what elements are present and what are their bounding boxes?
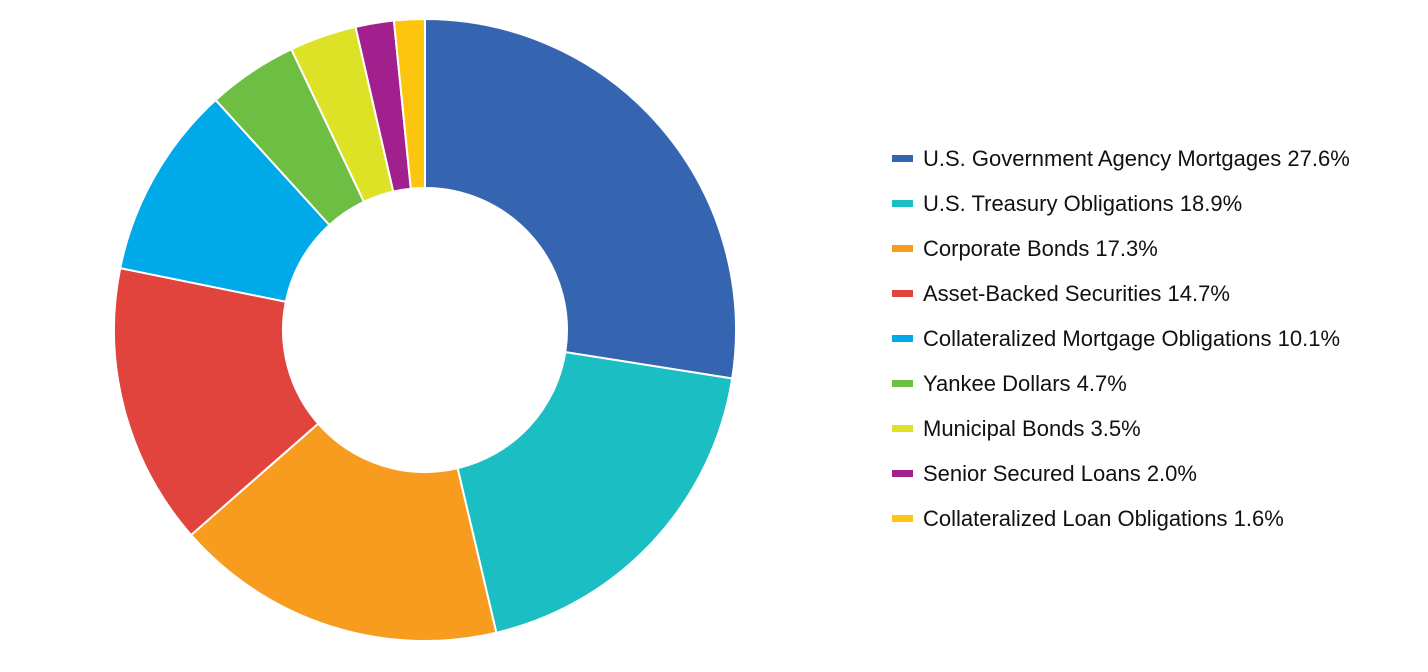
legend-item: Senior Secured Loans 2.0% — [892, 451, 1350, 496]
legend-label: U.S. Treasury Obligations 18.9% — [923, 190, 1243, 216]
legend-swatch — [892, 155, 913, 162]
legend-label: Corporate Bonds 17.3% — [923, 235, 1158, 261]
chart-legend: U.S. Government Agency Mortgages 27.6% U.… — [892, 136, 1350, 541]
legend-label: Asset-Backed Securities 14.7% — [923, 280, 1230, 306]
legend-label: Yankee Dollars 4.7% — [923, 370, 1127, 396]
donut-chart — [113, 17, 737, 642]
legend-swatch — [892, 380, 913, 387]
legend-label: Collateralized Mortgage Obligations 10.1… — [923, 325, 1341, 351]
donut-slice-1 — [456, 350, 734, 634]
legend-item: Corporate Bonds 17.3% — [892, 226, 1350, 271]
legend-swatch — [892, 515, 913, 522]
legend-swatch — [892, 245, 913, 252]
legend-item: Asset-Backed Securities 14.7% — [892, 271, 1350, 316]
legend-label: Municipal Bonds 3.5% — [923, 415, 1141, 441]
legend-swatch — [892, 200, 913, 207]
legend-item: Collateralized Loan Obligations 1.6% — [892, 496, 1350, 541]
legend-label: Senior Secured Loans 2.0% — [923, 460, 1197, 486]
legend-item: Collateralized Mortgage Obligations 10.1… — [892, 316, 1350, 361]
legend-item: Yankee Dollars 4.7% — [892, 361, 1350, 406]
donut-slice-3 — [113, 266, 320, 537]
legend-label: U.S. Government Agency Mortgages 27.6% — [923, 145, 1350, 171]
donut-slice-2 — [189, 422, 498, 642]
donut-slice-8 — [392, 17, 426, 190]
legend-swatch — [892, 335, 913, 342]
legend-swatch — [892, 425, 913, 432]
donut-slice-0 — [424, 17, 737, 380]
legend-item: U.S. Treasury Obligations 18.9% — [892, 181, 1350, 226]
legend-swatch — [892, 290, 913, 297]
legend-item: U.S. Government Agency Mortgages 27.6% — [892, 136, 1350, 181]
legend-label: Collateralized Loan Obligations 1.6% — [923, 505, 1284, 531]
legend-item: Municipal Bonds 3.5% — [892, 406, 1350, 451]
legend-swatch — [892, 470, 913, 477]
